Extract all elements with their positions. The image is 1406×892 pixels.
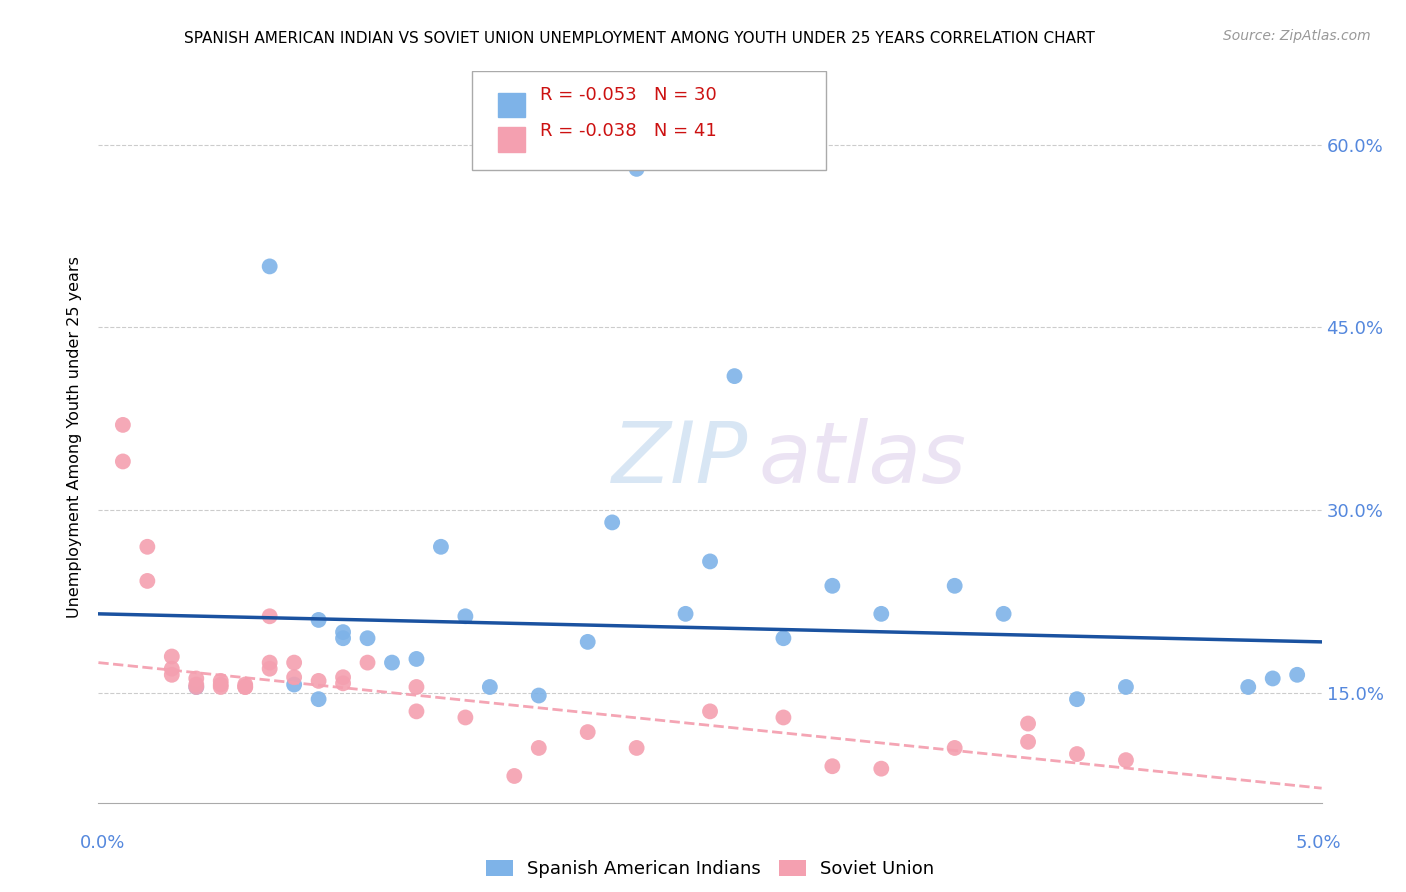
Point	[723, 369, 745, 384]
Text: R = -0.038   N = 41: R = -0.038 N = 41	[540, 121, 717, 140]
Point	[209, 680, 232, 694]
Point	[259, 656, 281, 670]
Bar	[498, 93, 526, 118]
Point	[993, 607, 1015, 621]
Y-axis label: Unemployment Among Youth under 25 years: Unemployment Among Youth under 25 years	[67, 256, 83, 618]
Point	[478, 680, 501, 694]
Bar	[498, 128, 526, 152]
Point	[111, 417, 134, 432]
Point	[600, 516, 623, 530]
Point	[283, 670, 305, 684]
Point	[186, 677, 208, 691]
Point	[821, 579, 844, 593]
Point	[1115, 753, 1137, 767]
Text: 0.0%: 0.0%	[80, 834, 125, 852]
Point	[332, 676, 354, 690]
FancyBboxPatch shape	[471, 71, 827, 170]
Point	[332, 625, 354, 640]
Text: Source: ZipAtlas.com: Source: ZipAtlas.com	[1223, 29, 1371, 43]
Point	[1115, 680, 1137, 694]
Point	[405, 680, 427, 694]
Text: ZIP: ZIP	[612, 417, 748, 500]
Point	[160, 649, 183, 664]
Point	[259, 662, 281, 676]
Point	[699, 554, 721, 568]
Point	[772, 632, 794, 646]
Point	[233, 680, 256, 694]
Point	[870, 607, 893, 621]
Point	[772, 710, 794, 724]
Point	[405, 705, 427, 719]
Point	[1066, 692, 1088, 706]
Point	[943, 579, 966, 593]
Point	[870, 762, 893, 776]
Point	[356, 632, 378, 646]
Point	[136, 574, 159, 588]
Point	[675, 607, 697, 621]
Point	[381, 656, 404, 670]
Text: SPANISH AMERICAN INDIAN VS SOVIET UNION UNEMPLOYMENT AMONG YOUTH UNDER 25 YEARS : SPANISH AMERICAN INDIAN VS SOVIET UNION …	[184, 31, 1095, 46]
Point	[332, 670, 354, 684]
Point	[259, 609, 281, 624]
Point	[308, 673, 330, 688]
Point	[943, 740, 966, 755]
Point	[209, 673, 232, 688]
Point	[233, 680, 256, 694]
Point	[308, 692, 330, 706]
Point	[1261, 672, 1284, 686]
Point	[503, 769, 526, 783]
Point	[821, 759, 844, 773]
Point	[1017, 716, 1039, 731]
Point	[283, 677, 305, 691]
Text: R = -0.053   N = 30: R = -0.053 N = 30	[540, 87, 717, 104]
Point	[1017, 735, 1039, 749]
Point	[576, 725, 599, 739]
Point	[626, 161, 648, 176]
Text: atlas: atlas	[759, 417, 967, 500]
Point	[283, 656, 305, 670]
Point	[1286, 667, 1309, 682]
Point	[430, 540, 453, 554]
Point	[186, 672, 208, 686]
Point	[356, 656, 378, 670]
Point	[699, 705, 721, 719]
Text: 5.0%: 5.0%	[1296, 834, 1341, 852]
Point	[160, 667, 183, 682]
Point	[186, 680, 208, 694]
Legend: Spanish American Indians, Soviet Union: Spanish American Indians, Soviet Union	[485, 860, 935, 878]
Point	[186, 680, 208, 694]
Point	[209, 677, 232, 691]
Point	[136, 540, 159, 554]
Point	[527, 689, 550, 703]
Point	[454, 710, 477, 724]
Point	[454, 609, 477, 624]
Point	[308, 613, 330, 627]
Point	[405, 652, 427, 666]
Point	[1237, 680, 1260, 694]
Point	[259, 260, 281, 274]
Point	[233, 677, 256, 691]
Point	[527, 740, 550, 755]
Point	[332, 632, 354, 646]
Point	[626, 740, 648, 755]
Point	[1066, 747, 1088, 761]
Point	[576, 635, 599, 649]
Point	[111, 454, 134, 468]
Point	[160, 662, 183, 676]
